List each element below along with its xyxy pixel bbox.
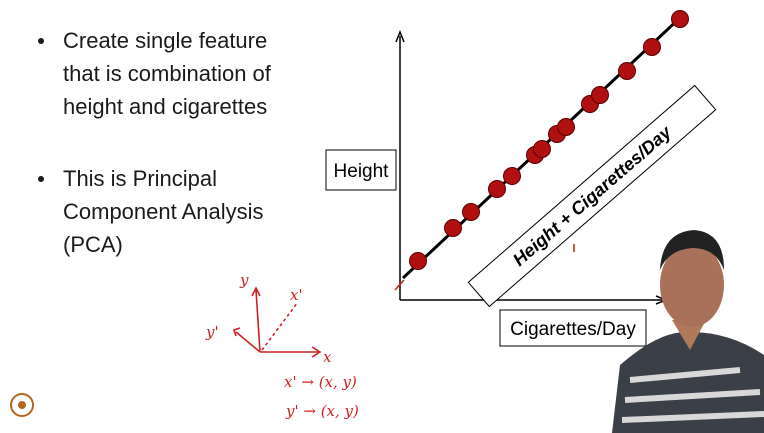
slide: Create single feature that is combination…: [0, 0, 764, 433]
point: [445, 220, 462, 237]
logo: [18, 401, 26, 409]
point: [558, 119, 575, 136]
handwriting: y': [205, 323, 219, 341]
bullet-dot: [38, 176, 44, 182]
handwriting: x: [323, 348, 332, 366]
bullet-text: (PCA): [63, 232, 123, 257]
point: [672, 11, 689, 28]
point: [410, 253, 427, 270]
bullet-text: Component Analysis: [63, 199, 264, 224]
handwriting: x': [290, 286, 303, 304]
bullet-text: that is combination of: [63, 61, 272, 86]
bullet-dot: [38, 38, 44, 44]
bullet-text: This is Principal: [63, 166, 217, 191]
bullet-text: height and cigarettes: [63, 94, 267, 119]
point: [592, 87, 609, 104]
point: [489, 181, 506, 198]
point: [619, 63, 636, 80]
point: [463, 204, 480, 221]
y-axis-label: Height: [334, 161, 390, 182]
point: [644, 39, 661, 56]
bullet-text: Create single feature: [63, 28, 267, 53]
point: [534, 141, 551, 158]
handwriting: x' → (x, y): [284, 373, 357, 391]
handwriting: y: [239, 271, 249, 289]
x-axis-label: Cigarettes/Day: [510, 319, 636, 340]
point: [504, 168, 521, 185]
handwriting: y' → (x, y): [285, 402, 359, 420]
